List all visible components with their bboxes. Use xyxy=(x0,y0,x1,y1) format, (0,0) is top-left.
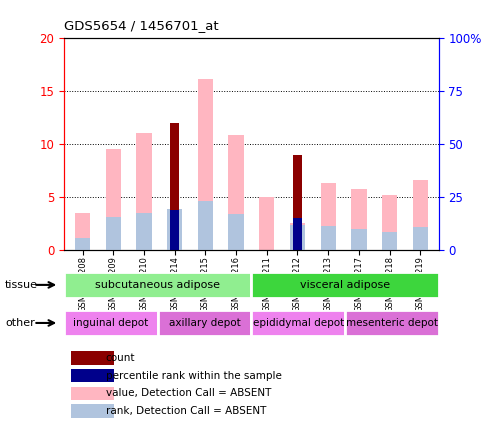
Bar xyxy=(413,228,428,250)
Bar xyxy=(75,213,90,250)
Bar xyxy=(293,156,302,250)
Bar xyxy=(382,232,397,250)
Bar xyxy=(167,209,182,250)
Text: subcutaneous adipose: subcutaneous adipose xyxy=(95,280,220,290)
Bar xyxy=(171,211,179,250)
Bar xyxy=(71,387,114,400)
Text: count: count xyxy=(106,353,135,363)
Bar xyxy=(228,135,244,250)
Text: GDS5654 / 1456701_at: GDS5654 / 1456701_at xyxy=(64,19,219,32)
Text: percentile rank within the sample: percentile rank within the sample xyxy=(106,371,282,381)
FancyBboxPatch shape xyxy=(251,310,345,336)
Text: value, Detection Call = ABSENT: value, Detection Call = ABSENT xyxy=(106,388,271,398)
Bar xyxy=(290,223,305,250)
FancyBboxPatch shape xyxy=(64,272,251,298)
FancyBboxPatch shape xyxy=(158,310,251,336)
Text: inguinal depot: inguinal depot xyxy=(73,318,148,328)
Bar xyxy=(106,149,121,250)
Bar xyxy=(351,190,367,250)
Bar xyxy=(198,201,213,250)
Text: tissue: tissue xyxy=(5,280,38,290)
Bar xyxy=(351,230,367,250)
Text: axillary depot: axillary depot xyxy=(169,318,241,328)
FancyBboxPatch shape xyxy=(345,310,439,336)
Bar xyxy=(106,217,121,250)
Bar xyxy=(75,238,90,250)
Bar xyxy=(171,123,179,250)
FancyBboxPatch shape xyxy=(64,310,158,336)
Text: mesenteric depot: mesenteric depot xyxy=(346,318,438,328)
Bar xyxy=(71,369,114,382)
Bar xyxy=(293,218,302,250)
Text: visceral adipose: visceral adipose xyxy=(300,280,390,290)
FancyBboxPatch shape xyxy=(251,272,439,298)
Bar xyxy=(382,195,397,250)
Bar xyxy=(136,133,152,250)
Bar xyxy=(228,214,244,250)
Bar xyxy=(71,404,114,418)
Text: other: other xyxy=(5,318,35,328)
Bar xyxy=(290,225,305,250)
Bar xyxy=(259,197,275,250)
Bar xyxy=(320,226,336,250)
Bar xyxy=(198,80,213,250)
Text: rank, Detection Call = ABSENT: rank, Detection Call = ABSENT xyxy=(106,406,266,416)
Text: epididymal depot: epididymal depot xyxy=(252,318,344,328)
Bar xyxy=(413,180,428,250)
Bar xyxy=(136,213,152,250)
Bar xyxy=(320,183,336,250)
Bar xyxy=(71,351,114,365)
Bar xyxy=(167,215,182,250)
